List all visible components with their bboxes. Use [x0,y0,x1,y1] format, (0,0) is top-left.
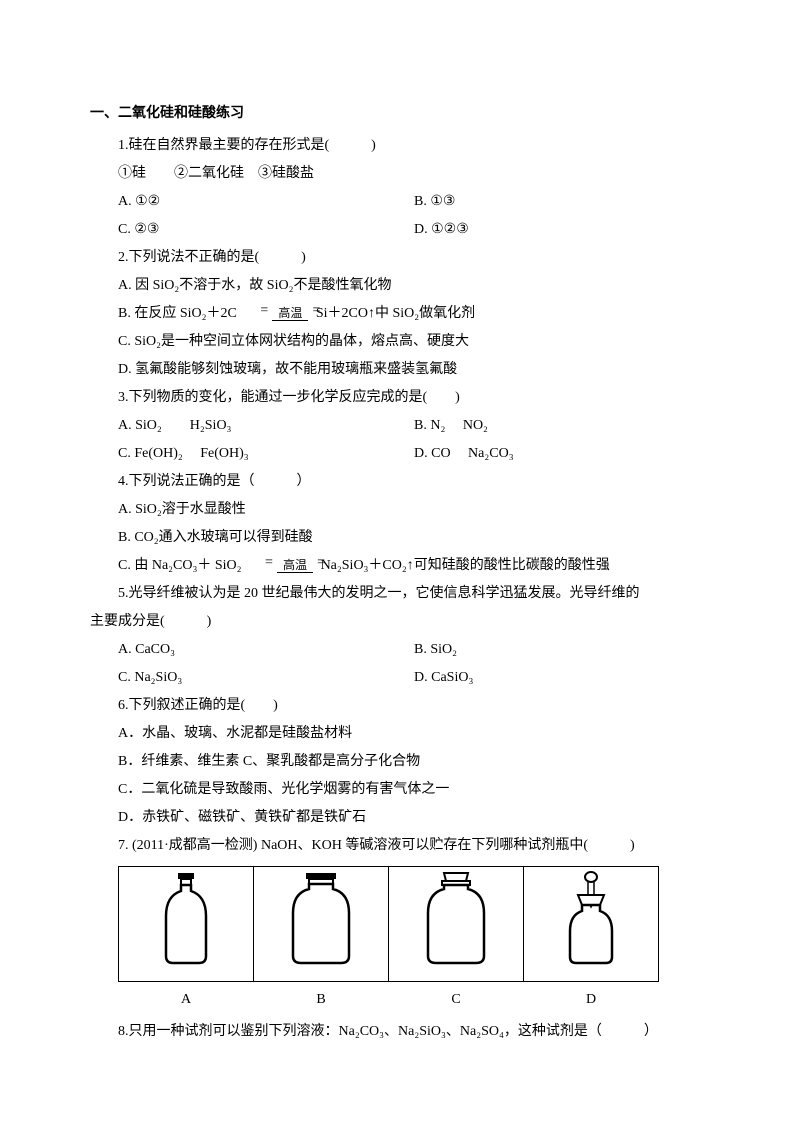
q4-stem: 4.下列说法正确的是（ ） [90,468,710,496]
q1-opt-d: D. ①②③ [414,216,710,244]
q4-c-pre: C. 由 Na₂CO₃＋ SiO₂ [118,558,242,573]
q2-opt-b: B. 在反应 SiO₂＋2C = 高温 = Si＋2CO↑中 SiO₂做氧化剂 [90,300,710,328]
q7-stem: 7. (2011·成都高一检测) NaOH、KOH 等碱溶液可以贮存在下列哪种试… [90,832,710,860]
bottle-a-cell [119,867,254,982]
q8-stem: 8.只用一种试剂可以鉴别下列溶液：Na₂CO₃、Na₂SiO₃、Na₂SO₄，这… [90,1018,710,1046]
section-title: 一、二氧化硅和硅酸练习 [90,100,710,128]
q1-opt-a: A. ①② [118,188,414,216]
reaction-condition-icon: = 高温 = [249,552,313,580]
q1-stem: 1.硅在自然界最主要的存在形式是( ) [90,132,710,160]
q5-opt-a: A. CaCO₃ [118,636,414,664]
q6-opt-c: C．二氧化硫是导致酸雨、光化学烟雾的有害气体之一 [90,776,710,804]
q3-opt-a: A. SiO₂ H₂SiO₃ [118,412,414,440]
dropper-bottle-icon [556,871,626,966]
q4-c-post: Na₂SiO₃＋CO₂↑可知硅酸的酸性比碳酸的酸性强 [321,558,610,573]
bottle-b-cell [254,867,389,982]
q3-opt-b: B. N₂ NO₂ [414,412,710,440]
q6-opt-a: A．水晶、玻璃、水泥都是硅酸盐材料 [90,720,710,748]
q4-opt-b: B. CO₂通入水玻璃可以得到硅酸 [90,524,710,552]
q6-stem: 6.下列叙述正确的是( ) [90,692,710,720]
q4-opt-a: A. SiO₂溶于水显酸性 [90,496,710,524]
bottle-wide-stopper-icon [416,871,496,966]
q5-stem-line1: 5.光导纤维被认为是 20 世纪最伟大的发明之一，它使信息科学迅猛发展。光导纤维… [90,580,710,608]
q2-b-post: Si＋2CO↑中 SiO₂做氧化剂 [316,306,475,321]
bottle-wide-icon [281,871,361,966]
q3-opt-d: D. CO Na₂CO₃ [414,440,710,468]
bottle-label-d: D [524,982,659,1019]
bottle-narrow-icon [151,871,221,966]
q4-opt-c: C. 由 Na₂CO₃＋ SiO₂ = 高温 = Na₂SiO₃＋CO₂↑可知硅… [90,552,710,580]
bottle-options-table: A B C D [118,866,659,1018]
bottle-c-cell [389,867,524,982]
q6-opt-d: D．赤铁矿、磁铁矿、黄铁矿都是铁矿石 [90,804,710,832]
q5-opt-d: D. CaSiO₃ [414,664,710,692]
q6-opt-b: B．纤维素、维生素 C、聚乳酸都是高分子化合物 [90,748,710,776]
q1-opt-b: B. ①③ [414,188,710,216]
q1-sub: ①硅 ②二氧化硅 ③硅酸盐 [90,160,710,188]
bottle-label-b: B [254,982,389,1019]
reaction-condition-icon: = 高温 = [244,300,308,328]
q1-opt-c: C. ②③ [118,216,414,244]
q3-stem: 3.下列物质的变化，能通过一步化学反应完成的是( ) [90,384,710,412]
q2-stem: 2.下列说法不正确的是( ) [90,244,710,272]
q5-opt-c: C. Na₂SiO₃ [118,664,414,692]
q5-stem-line2: 主要成分是( ) [90,608,710,636]
q2-opt-d: D. 氢氟酸能够刻蚀玻璃，故不能用玻璃瓶来盛装氢氟酸 [90,356,710,384]
q2-opt-c: C. SiO₂是一种空间立体网状结构的晶体，熔点高、硬度大 [90,328,710,356]
q2-b-pre: B. 在反应 SiO₂＋2C [118,306,237,321]
q3-opt-c: C. Fe(OH)₂ Fe(OH)₃ [118,440,414,468]
bottle-d-cell [524,867,659,982]
bottle-label-c: C [389,982,524,1019]
bottle-label-a: A [119,982,254,1019]
q2-opt-a: A. 因 SiO₂不溶于水，故 SiO₂不是酸性氧化物 [90,272,710,300]
q5-opt-b: B. SiO₂ [414,636,710,664]
